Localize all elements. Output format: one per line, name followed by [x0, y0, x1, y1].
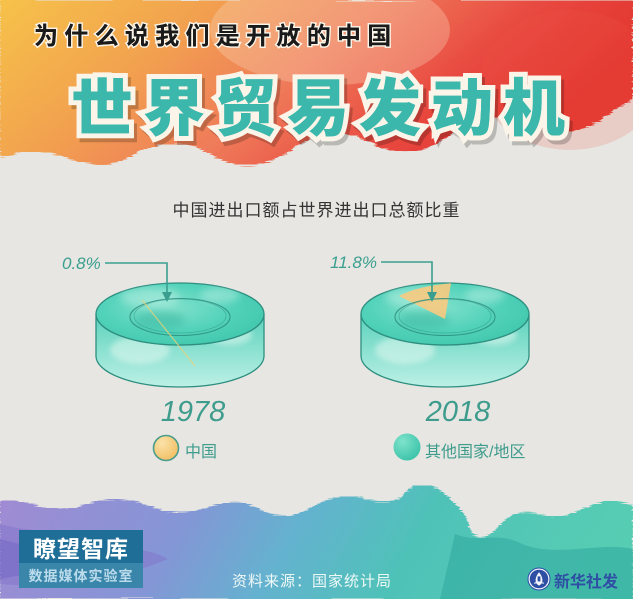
svg-text:0.8%: 0.8% [62, 255, 101, 273]
svg-text:11.8%: 11.8% [330, 254, 377, 272]
